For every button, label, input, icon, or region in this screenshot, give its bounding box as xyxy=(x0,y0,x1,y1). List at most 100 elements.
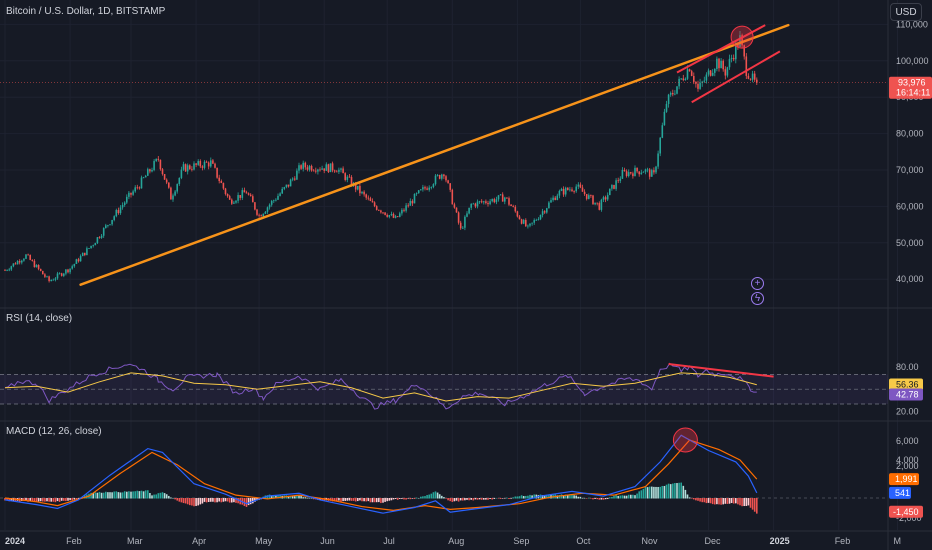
macd-histogram-bar xyxy=(655,486,657,499)
macd-histogram-bar xyxy=(392,498,395,500)
macd-histogram-bar xyxy=(737,498,739,505)
macd-histogram-bar xyxy=(417,497,420,499)
candle-body xyxy=(756,79,758,83)
macd-histogram-bar xyxy=(115,491,118,499)
macd-histogram-bar xyxy=(31,498,34,502)
macd-histogram-bar xyxy=(249,498,252,505)
plus-circle-icon[interactable]: + xyxy=(751,277,764,290)
candle-body xyxy=(231,199,233,204)
macd-histogram-bar xyxy=(212,498,214,502)
macd-histogram-bar xyxy=(411,498,414,499)
candle-body xyxy=(699,82,701,89)
candle-body xyxy=(619,178,622,181)
candle-body xyxy=(308,165,311,170)
candle-body xyxy=(743,45,745,57)
candle-body xyxy=(63,273,65,276)
currency-button[interactable]: USD xyxy=(890,3,922,21)
macd-histogram-bar xyxy=(254,498,256,502)
candle-body xyxy=(321,168,323,170)
macd-histogram-bar xyxy=(476,498,479,500)
candle-body xyxy=(117,209,120,214)
macd-histogram-bar xyxy=(604,498,607,500)
macd-histogram-bar xyxy=(44,498,46,502)
macd-histogram-bar xyxy=(37,498,40,502)
candle-body xyxy=(483,201,485,203)
macd-histogram-bar xyxy=(690,498,693,499)
macd-histogram-bar xyxy=(378,498,380,503)
candle-body xyxy=(669,93,672,95)
macd-histogram-bar xyxy=(199,498,202,505)
candle-body xyxy=(298,165,300,171)
macd-histogram-bar xyxy=(478,498,481,500)
macd-histogram-bar xyxy=(210,498,212,502)
candle-body xyxy=(201,166,204,168)
macd-histogram-bar xyxy=(191,498,193,506)
macd-histogram-bar xyxy=(745,498,748,506)
macd-histogram-bar xyxy=(409,498,412,500)
macd-histogram-bar xyxy=(634,495,636,499)
macd-histogram-bar xyxy=(342,498,344,502)
macd-histogram-bar xyxy=(485,498,487,500)
candle-body xyxy=(170,187,172,200)
macd-histogram-bar xyxy=(491,498,493,500)
candle-body xyxy=(732,57,735,60)
candle-body xyxy=(136,187,139,189)
candles-group xyxy=(4,30,758,283)
candle-body xyxy=(157,158,160,160)
candle-body xyxy=(585,193,588,199)
candle-body xyxy=(126,196,128,203)
macd-histogram-bar xyxy=(560,494,563,499)
lightning-icon[interactable]: ϟ xyxy=(751,292,764,305)
candle-body xyxy=(470,203,472,208)
macd-histogram-bar xyxy=(468,498,470,501)
candle-body xyxy=(58,273,61,275)
macd-histogram-bar xyxy=(438,494,441,499)
macd-histogram-bar xyxy=(346,498,349,501)
candle-body xyxy=(329,163,332,173)
candle-body xyxy=(289,179,292,187)
candle-body xyxy=(480,201,483,203)
macd-histogram-bar xyxy=(54,498,57,503)
candle-body xyxy=(657,153,659,167)
macd-histogram-bar xyxy=(728,498,731,504)
candle-body xyxy=(249,194,252,197)
candle-body xyxy=(548,202,550,209)
candle-body xyxy=(648,169,651,177)
candle-body xyxy=(138,187,141,189)
candle-body xyxy=(455,207,458,213)
candle-body xyxy=(67,269,69,273)
macd-histogram-bar xyxy=(714,498,716,505)
macd-histogram-bar xyxy=(594,498,596,499)
candle-body xyxy=(600,199,603,210)
candle-body xyxy=(21,260,23,263)
candle-body xyxy=(317,169,319,172)
macd-histogram-bar xyxy=(205,498,208,503)
candle-body xyxy=(716,58,718,69)
candle-body xyxy=(92,245,94,247)
candle-body xyxy=(426,188,428,190)
candle-body xyxy=(571,189,573,191)
macd-histogram-bar xyxy=(77,498,80,500)
macd-histogram-bar xyxy=(617,495,619,499)
candle-body xyxy=(243,190,246,193)
candle-body xyxy=(205,161,208,163)
macd-histogram-bar xyxy=(573,495,575,499)
macd-histogram-bar xyxy=(470,498,472,500)
candle-body xyxy=(443,174,445,177)
macd-histogram-bar xyxy=(732,498,735,504)
macd-histogram-bar xyxy=(724,498,727,504)
macd-histogram-bar xyxy=(405,498,407,500)
candle-body xyxy=(161,169,164,175)
macd-histogram-bar xyxy=(672,483,674,499)
macd-histogram-bar xyxy=(501,498,504,499)
macd-histogram-bar xyxy=(606,498,609,499)
candle-body xyxy=(678,78,680,87)
candle-body xyxy=(420,189,422,191)
macd-histogram-bar xyxy=(420,496,422,499)
macd-histogram-bar xyxy=(571,494,573,499)
candle-body xyxy=(37,265,40,269)
macd-histogram-bar xyxy=(354,498,357,502)
macd-histogram-bar xyxy=(684,489,687,499)
rsi-ma-value: 56.36 xyxy=(896,379,919,389)
